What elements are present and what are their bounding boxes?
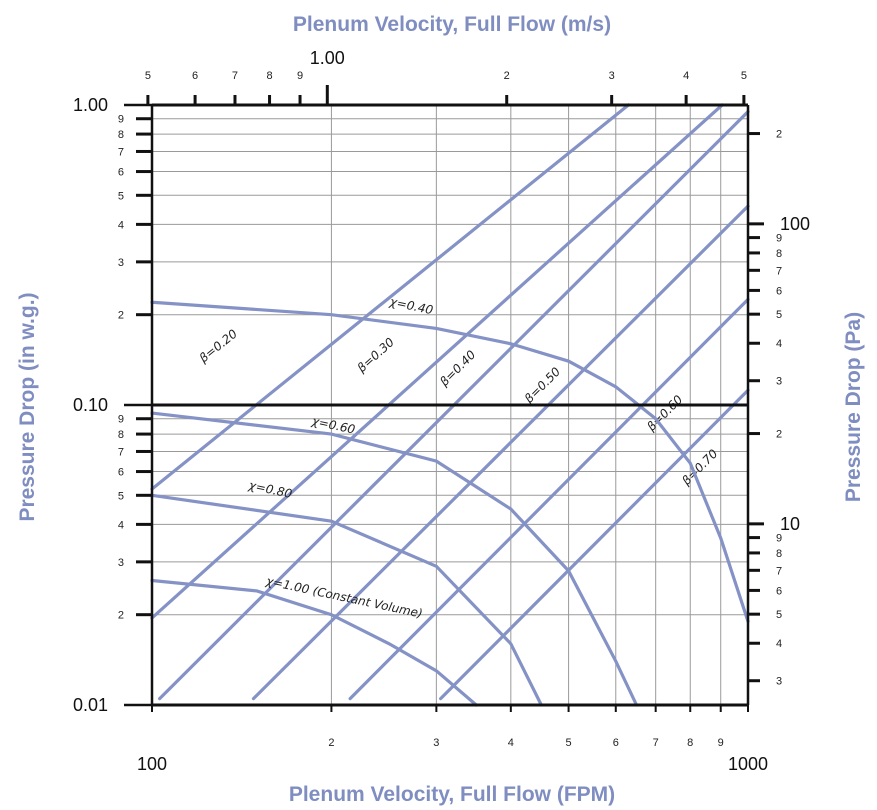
top-tick-label: 5 bbox=[145, 70, 151, 82]
series-line-5 bbox=[439, 388, 750, 701]
y-axis-label: Pressure Drop (in w.g.) bbox=[16, 292, 39, 521]
y-tick-label: 6 bbox=[118, 167, 124, 179]
right-tick-label: 7 bbox=[776, 265, 782, 277]
series-label-2: β=0.40 bbox=[436, 347, 478, 389]
series-line-7 bbox=[150, 411, 639, 707]
series-label-9: χ=1.00 (Constant Volume) bbox=[264, 574, 424, 621]
chart-title-top: Plenum Velocity, Full Flow (m/s) bbox=[293, 13, 611, 36]
y-tick-label: 0.01 bbox=[73, 695, 108, 715]
right-tick-label: 2 bbox=[776, 429, 782, 441]
series-line-3 bbox=[251, 204, 750, 701]
series-line-1 bbox=[150, 103, 724, 620]
top-tick-label: 3 bbox=[609, 70, 615, 82]
right-tick-label: 6 bbox=[776, 585, 782, 597]
right-tick-label: 3 bbox=[776, 676, 782, 688]
y-tick-label: 3 bbox=[118, 557, 124, 569]
axes bbox=[124, 85, 764, 712]
top-tick-label: 4 bbox=[683, 70, 689, 82]
right-tick-label: 9 bbox=[776, 533, 782, 545]
series-label-0: β=0.20 bbox=[196, 326, 240, 366]
right-tick-label: 3 bbox=[776, 376, 782, 388]
y-tick-label: 5 bbox=[118, 490, 124, 502]
right-tick-label: 6 bbox=[776, 285, 782, 297]
right-tick-label: 5 bbox=[776, 609, 782, 621]
x-tick-label: 6 bbox=[613, 737, 619, 749]
right-tick-label: 2 bbox=[776, 129, 782, 141]
x-tick-label: 3 bbox=[433, 737, 439, 749]
y-tick-label: 7 bbox=[118, 146, 124, 158]
x-tick-label: 4 bbox=[508, 737, 514, 749]
top-tick-label: 2 bbox=[504, 70, 510, 82]
top-tick-label: 8 bbox=[266, 70, 272, 82]
right-tick-label: 100 bbox=[780, 214, 810, 234]
y-tick-label: 4 bbox=[118, 519, 124, 531]
y-tick-label: 1.00 bbox=[73, 95, 108, 115]
right-tick-label: 7 bbox=[776, 565, 782, 577]
series-label-8: χ=0.80 bbox=[247, 478, 294, 501]
x-tick-label: 8 bbox=[687, 737, 693, 749]
series-line-4 bbox=[348, 297, 750, 701]
x-tick-label: 9 bbox=[718, 737, 724, 749]
top-tick-label: 6 bbox=[192, 70, 198, 82]
y-tick-label: 2 bbox=[118, 610, 124, 622]
x-tick-label: 2 bbox=[328, 737, 334, 749]
y2-axis-label: Pressure Drop (Pa) bbox=[842, 312, 865, 502]
right-tick-label: 8 bbox=[776, 548, 782, 560]
top-tick-label: 9 bbox=[297, 70, 303, 82]
right-tick-label: 5 bbox=[776, 309, 782, 321]
right-tick-label: 10 bbox=[780, 514, 800, 534]
y-tick-label: 5 bbox=[118, 190, 124, 202]
y-tick-label: 3 bbox=[118, 257, 124, 269]
y-tick-label: 9 bbox=[118, 414, 124, 426]
right-tick-label: 8 bbox=[776, 248, 782, 260]
right-tick-label: 4 bbox=[776, 638, 782, 650]
y-tick-label: 8 bbox=[118, 129, 124, 141]
top-tick-label: 1.00 bbox=[310, 48, 345, 68]
y-tick-label: 8 bbox=[118, 429, 124, 441]
series-line-0 bbox=[150, 103, 631, 491]
series-line-9 bbox=[150, 578, 478, 707]
right-tick-label: 4 bbox=[776, 338, 782, 350]
x-tick-label: 7 bbox=[653, 737, 659, 749]
y-tick-label: 6 bbox=[118, 467, 124, 479]
series-label-3: β=0.50 bbox=[521, 364, 563, 406]
y-tick-label: 7 bbox=[118, 446, 124, 458]
series-label-1: β=0.30 bbox=[354, 335, 397, 376]
x-tick-label: 1000 bbox=[728, 754, 768, 774]
series-line-6 bbox=[150, 300, 750, 623]
series-line-8 bbox=[150, 493, 543, 707]
y-tick-label: 0.10 bbox=[73, 395, 108, 415]
y-tick-label: 2 bbox=[118, 310, 124, 322]
x-axis-label: Plenum Velocity, Full Flow (FPM) bbox=[289, 783, 615, 806]
series-label-6: χ=0.40 bbox=[388, 294, 435, 317]
right-tick-label: 9 bbox=[776, 233, 782, 245]
y-tick-label: 4 bbox=[118, 219, 124, 231]
top-tick-label: 7 bbox=[232, 70, 238, 82]
x-tick-label: 5 bbox=[566, 737, 572, 749]
y-tick-label: 9 bbox=[118, 114, 124, 126]
x-tick-label: 100 bbox=[137, 754, 167, 774]
top-tick-label: 5 bbox=[741, 70, 747, 82]
